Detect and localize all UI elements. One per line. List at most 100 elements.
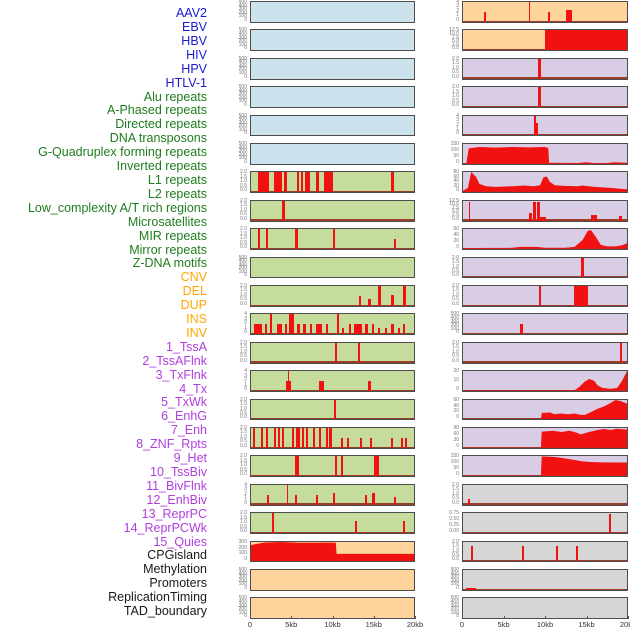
track-panel-alu-repeats [250,171,415,194]
data-bar [316,172,320,193]
y-axis-tick: 1.0 [240,405,247,412]
y-axis-tick: 300 [238,261,247,268]
y-axis-tick: 4 [456,0,459,5]
track-label-8-znf-rpts: 8_ZNF_Rpts [136,437,207,452]
y-axis-tick: 0.0 [452,73,459,80]
data-bar [528,212,532,221]
zero-baseline [463,560,627,562]
y-axis-tick: 0 [456,386,459,392]
y-axis-tick: 0.5 [452,267,459,274]
data-bar [329,428,332,448]
x-axis-label-right: 5kb [497,620,510,629]
y-axis-tick: 300 [238,6,247,13]
y-axis-tick: 0.5 [240,211,247,218]
y-axis-tick: 2.0 [452,254,459,261]
y-axis-tick: 1.5 [240,287,247,294]
x-axis-label-right: 0 [459,620,465,629]
data-bar [348,324,351,335]
x-axis-label-left: 10kb [324,620,341,629]
y-axis-tick: 1.0 [452,348,459,355]
y-axis-tick: 1.5 [452,60,459,67]
zero-baseline [463,77,627,79]
track-panel-4-tx [462,143,628,165]
data-bar [548,11,551,22]
track-panel-promoters [462,540,628,563]
zero-baseline [463,361,627,363]
y-axis-tick: 3 [244,486,247,493]
y-axis-tick: 400 [450,314,459,321]
data-area [463,399,627,420]
y-axis-tick: 0.0 [452,300,459,307]
data-bar [257,172,269,193]
y-axis-tick: 1.5 [452,486,459,493]
y-axis-tick: 0 [244,499,247,506]
y-axis-tick: 1.5 [452,344,459,351]
data-bar [265,428,268,448]
data-bar [332,492,335,505]
track-panel-l2-repeats [250,370,415,392]
track-label-z-dna-motifs: Z-DNA motifs [132,256,207,271]
data-bar [265,229,268,249]
zero-baseline [463,389,627,391]
y-axis-tick: 0.0 [452,272,459,279]
y-axis-tick: 300 [238,119,247,126]
track-label-g-quadruplex-forming-repeats: G-Quadruplex forming repeats [38,145,207,160]
y-axis-tick: 500 [238,141,247,147]
y-axis-tick: 100 [238,550,247,557]
data-bar [303,324,307,335]
x-axis-tickmark [415,616,416,619]
y-axis-tick: 0.0 [240,528,247,534]
y-axis-tick: 0.0 [452,357,459,364]
data-bar [374,456,379,477]
y-axis-tick: 40 [453,232,459,239]
x-axis-label-left: 15kb [365,620,382,629]
track-label-15-quies: 15_Quies [153,534,207,549]
track-panel-directed-repeats [250,228,415,250]
y-axis-tick: 100 [238,581,247,588]
data-bar [285,324,288,335]
y-axis-tick: 60 [453,430,459,437]
y-axis-tick: 0.5 [240,438,247,445]
track-label-l1-repeats: L1 repeats [147,172,207,187]
y-axis-tick: 0.5 [240,409,247,416]
y-axis-tick: 0 [244,102,247,108]
track-panel-hbv [250,57,415,80]
data-bar [334,456,337,477]
track-label-low-complexity-a-t-rich-regions: Low_complexity A/T rich regions [27,200,207,215]
y-axis-tick: 0.5 [452,353,459,360]
y-axis-tick: 0 [456,329,459,336]
y-axis-tick: 1.5 [240,514,247,521]
data-bar [365,494,368,505]
x-axis-tickmark [250,616,251,619]
track-label-cnv: CNV [180,270,207,285]
y-axis-tick: 200 [450,577,459,584]
y-axis-tick: 1.0 [240,178,247,185]
y-axis-tick: 0 [456,613,459,620]
y-axis-tick: 500 [238,112,247,119]
data-bar [295,428,301,448]
track-panel-1-tssa [462,57,628,80]
y-axis-tick: 300 [450,602,459,609]
track-label-promoters: Promoters [149,576,207,591]
y-axis-tick: 2 [244,377,247,384]
y-axis-tick: 7.5 [452,34,459,41]
track-label-6-enhg: 6_EnhG [161,409,207,424]
zero-baseline [251,418,414,420]
y-axis-tick: 0.5 [240,182,247,189]
data-bar [397,328,400,335]
y-axis-tick: 0.5 [240,523,247,530]
track-panel-inv [462,29,628,52]
y-axis-tick: 100 [450,325,459,332]
data-bar [260,428,264,448]
y-axis-tick: 400 [238,258,247,265]
y-axis-tick: 0 [456,130,459,137]
track-panel-l1-repeats [250,341,415,364]
y-axis-tick: 100 [238,609,247,616]
y-axis-tick: 100 [450,146,459,153]
zero-baseline [463,20,627,22]
x-axis-tickmark [332,616,334,619]
data-bar [536,123,539,136]
x-axis-tickmark [373,616,375,619]
y-axis-tick: 0.0 [452,45,459,52]
y-axis-tick: 0 [456,584,459,591]
